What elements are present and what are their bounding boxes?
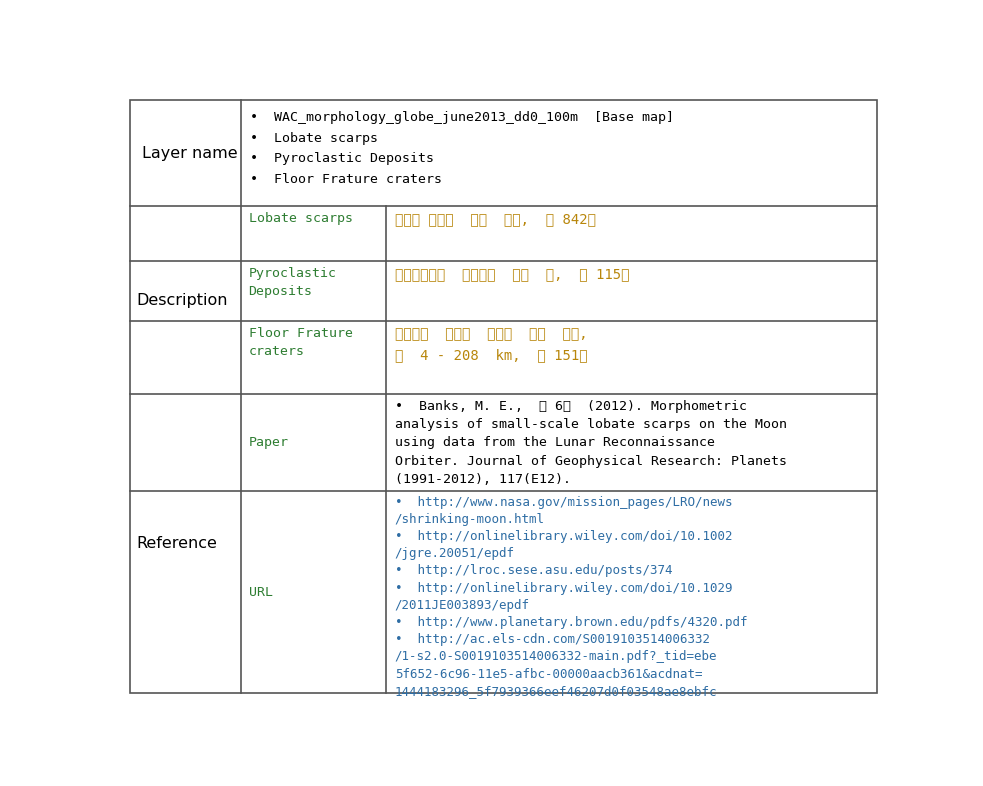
Text: •  Banks, M. E.,  외 6명  (2012). Morphometric
analysis of small-scale lobate scar: • Banks, M. E., 외 6명 (2012). Morphometri…: [395, 400, 786, 486]
Text: •  WAC_morphology_globe_june2013_dd0_100m  [Base map]
•  Lobate scarps
•  Pyrocl: • WAC_morphology_globe_june2013_dd0_100m…: [250, 112, 674, 185]
Text: Floor Frature
craters: Floor Frature craters: [249, 327, 353, 358]
Text: Pyroclastic
Deposits: Pyroclastic Deposits: [249, 266, 336, 298]
Text: Layer name: Layer name: [142, 146, 238, 161]
Text: Lobate scarps: Lobate scarps: [249, 212, 353, 226]
Text: 화산쇄설암이  밀집되어  있는  곳,  총 115개: 화산쇄설암이 밀집되어 있는 곳, 총 115개: [395, 266, 629, 281]
Text: 급경사 부분에  생긴  열편,  총 842개: 급경사 부분에 생긴 열편, 총 842개: [395, 212, 596, 226]
Text: Reference: Reference: [137, 536, 217, 551]
Text: Description: Description: [137, 292, 228, 307]
Text: Paper: Paper: [249, 435, 289, 449]
Text: URL: URL: [249, 586, 272, 599]
Text: 크레이터  바닥에  균열이  있는  지역,
약  4 - 208  km,  총 151개: 크레이터 바닥에 균열이 있는 지역, 약 4 - 208 km, 총 151개: [395, 327, 588, 362]
Text: •  http://www.nasa.gov/mission_pages/LRO/news
/shrinking-moon.html
•  http://onl: • http://www.nasa.gov/mission_pages/LRO/…: [395, 496, 747, 698]
